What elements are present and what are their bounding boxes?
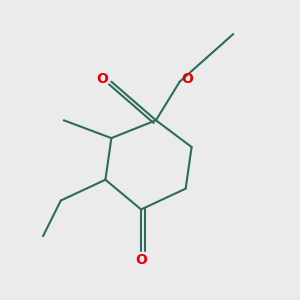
Text: O: O	[135, 253, 147, 267]
Text: O: O	[97, 72, 108, 86]
Text: O: O	[181, 72, 193, 86]
